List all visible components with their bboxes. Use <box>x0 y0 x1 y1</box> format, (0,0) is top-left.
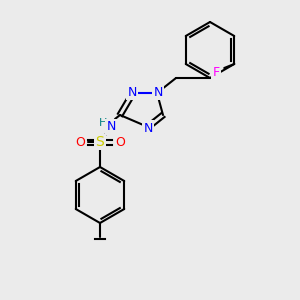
Text: O: O <box>75 136 85 148</box>
Text: N: N <box>106 121 116 134</box>
Text: S: S <box>96 135 104 149</box>
Text: N: N <box>143 122 153 134</box>
Text: N: N <box>153 85 163 98</box>
Text: N: N <box>127 85 137 98</box>
Text: F: F <box>213 65 220 79</box>
Text: H: H <box>99 118 107 128</box>
Text: O: O <box>115 136 125 148</box>
